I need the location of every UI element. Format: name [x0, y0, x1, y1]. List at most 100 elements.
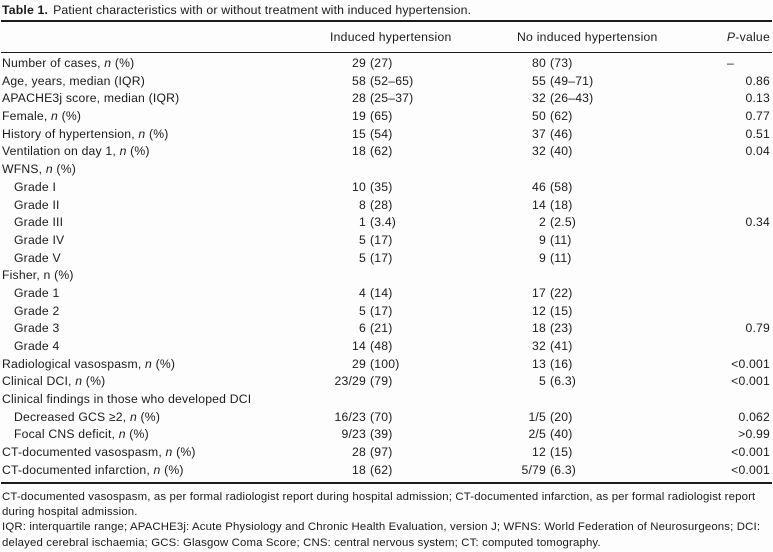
row-label: Age, years, median (IQR) [2, 73, 145, 88]
row-label: Grade 3 [14, 321, 60, 336]
cell-p-value: <0.001 [731, 462, 770, 477]
cell-induced-hypertension: 58 (52–65) [352, 73, 414, 88]
table-row: Ventilation on day 1, n (%) 18 (62) 32 (40) 0… [1, 143, 772, 161]
row-label: Female, n (%) [2, 109, 82, 124]
table-row: Decreased GCS ≥2, n (%) 16/23 (70) 1/5 (20) 0… [1, 409, 772, 427]
row-label: History of hypertension, n (%) [2, 126, 169, 141]
table-row: Clinical DCI, n (%) 23/29 (79) 5 (6.3) <0.001 [1, 373, 772, 391]
cell-no-induced-hypertension: 14 (18) [532, 197, 573, 212]
cell-induced-hypertension: 16/23 (70) [334, 409, 393, 424]
cell-induced-hypertension: 23/29 (79) [334, 374, 393, 389]
table-header-row: Induced hypertension No induced hyperten… [1, 22, 772, 52]
col-header-no-induced-hypertension: No induced hypertension [517, 30, 658, 44]
cell-induced-hypertension: 9/23 (39) [341, 427, 393, 442]
cell-induced-hypertension: 6 (21) [359, 321, 393, 336]
table-row: CT-documented vasospasm, n (%) 28 (97) 12 (1… [1, 444, 772, 462]
cell-p-value [671, 391, 772, 409]
row-label: Number of cases, n (%) [2, 56, 135, 70]
cell-induced-hypertension: 18 (62) [352, 144, 393, 159]
row-label: Ventilation on day 1, n (%) [2, 144, 150, 159]
cell-induced-hypertension: 10 (35) [352, 179, 393, 194]
cell-induced-hypertension: 19 (65) [352, 109, 393, 124]
table-row: Female, n (%) 19 (65) 50 (62) 0.77 [1, 108, 772, 126]
cell-no-induced-hypertension: 12 (15) [532, 445, 573, 460]
cell-no-induced-hypertension [491, 161, 671, 179]
cell-no-induced-hypertension: 50 (62) [532, 109, 573, 124]
table-row: Grade 1 4 (14) 17 (22) [1, 285, 772, 303]
table-row: Grade 2 5 (17) 12 (15) [1, 303, 772, 321]
table-row: Grade 4 14 (48) 32 (41) [1, 338, 772, 356]
cell-p-value [671, 197, 772, 215]
cell-p-value [671, 179, 772, 197]
cell-p-value: <0.001 [731, 445, 770, 460]
table-row: CT-documented infarction, n (%) 18 (62) 5/7… [1, 462, 772, 480]
table-row: Age, years, median (IQR) 58 (52–65) 55 (49–7… [1, 73, 772, 91]
cell-induced-hypertension: 5 (17) [359, 250, 393, 265]
footnote-ct-definitions: CT-documented vasospasm, as per formal r… [2, 490, 756, 518]
row-label: Clinical DCI, n (%) [2, 374, 106, 389]
table-row: Grade V 5 (17) 9 (11) [1, 250, 772, 268]
table-row: Grade I 10 (35) 46 (58) [1, 179, 772, 197]
col-header-p-value: P-value [727, 30, 770, 44]
cell-no-induced-hypertension: 17 (22) [532, 285, 573, 300]
row-label: Grade 1 [14, 285, 60, 300]
cell-p-value [671, 285, 772, 303]
cell-p-value [671, 161, 772, 179]
cell-p-value: – [727, 56, 734, 70]
row-label: Clinical findings in those who developed… [2, 392, 252, 407]
cell-p-value: 0.04 [745, 144, 770, 159]
table-title: Table 1. Patient characteristics with or … [1, 0, 772, 20]
cell-no-induced-hypertension: 9 (11) [539, 232, 572, 247]
row-label: Grade I [14, 179, 57, 194]
cell-p-value: <0.001 [731, 374, 770, 389]
cell-p-value: 0.86 [745, 73, 770, 88]
cell-p-value [671, 303, 772, 321]
table-row: Grade IV 5 (17) 9 (11) [1, 232, 772, 250]
cell-induced-hypertension: 18 (62) [352, 462, 393, 477]
cell-no-induced-hypertension: 5 (6.3) [539, 374, 577, 389]
cell-p-value [671, 267, 772, 285]
table-row: Clinical findings in those who developed… [1, 391, 772, 409]
cell-no-induced-hypertension: 32 (41) [532, 339, 573, 353]
cell-p-value: 0.13 [745, 91, 770, 106]
row-label: Focal CNS deficit, n (%) [14, 427, 149, 442]
cell-p-value [671, 232, 772, 250]
cell-no-induced-hypertension: 2 (2.5) [539, 215, 577, 230]
row-label: Radiological vasospasm, n (%) [2, 356, 176, 371]
row-label: Grade 2 [14, 303, 60, 318]
cell-induced-hypertension: 15 (54) [352, 126, 393, 141]
cell-induced-hypertension: 4 (14) [359, 285, 393, 300]
cell-induced-hypertension: 14 (48) [352, 339, 393, 353]
table-title-text: Patient characteristics with or without … [53, 3, 472, 17]
table-row: Fisher, n (%) [1, 267, 772, 285]
cell-p-value: >0.99 [738, 427, 770, 442]
cell-p-value [671, 338, 772, 356]
row-label: Fisher, n (%) [2, 268, 74, 283]
table-row: Number of cases, n (%) 29 (27) 80 (73) – [1, 55, 772, 73]
row-label: CT-documented vasospasm, n (%) [2, 445, 196, 460]
cell-induced-hypertension: 29 (100) [352, 356, 400, 371]
cell-no-induced-hypertension: 9 (11) [539, 250, 572, 265]
cell-induced-hypertension: 1 (3.4) [359, 215, 397, 230]
cell-p-value [671, 250, 772, 268]
table-row: APACHE3j score, median (IQR) 28 (25–37) 32(… [1, 90, 772, 108]
table-row: Grade II 8 (28) 14 (18) [1, 197, 772, 215]
cell-p-value: 0.062 [738, 409, 770, 424]
row-label: Grade II [14, 197, 60, 212]
cell-no-induced-hypertension: 12 (15) [532, 303, 573, 318]
cell-no-induced-hypertension: 2/5 (40) [528, 427, 573, 442]
row-label: Grade V [14, 250, 61, 265]
cell-induced-hypertension [311, 391, 491, 409]
cell-no-induced-hypertension: 13 (16) [532, 356, 573, 371]
row-label: APACHE3j score, median (IQR) [2, 91, 180, 106]
p-value-suffix: -value [735, 30, 770, 44]
cell-induced-hypertension: 5 (17) [359, 303, 393, 318]
cell-no-induced-hypertension: 18 (23) [532, 321, 573, 336]
cell-induced-hypertension: 28 (97) [352, 445, 393, 460]
cell-induced-hypertension [311, 161, 491, 179]
cell-p-value: 0.51 [745, 126, 770, 141]
table-row: Radiological vasospasm, n (%) 29 (100) 13 (1… [1, 356, 772, 374]
cell-p-value: <0.001 [731, 356, 770, 371]
cell-p-value: 0.79 [745, 321, 770, 336]
cell-no-induced-hypertension: 5/79 (6.3) [521, 462, 577, 477]
